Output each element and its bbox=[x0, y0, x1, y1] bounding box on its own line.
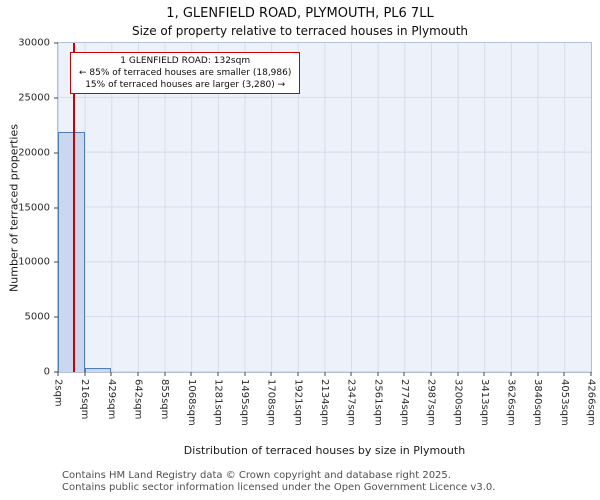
x-tick-mark bbox=[483, 372, 485, 376]
x-tick-mark bbox=[84, 372, 86, 376]
x-tick-label: 4266sqm bbox=[585, 379, 597, 426]
x-tick-mark bbox=[510, 372, 512, 376]
x-tick-mark bbox=[430, 372, 432, 376]
x-tick-label: 3840sqm bbox=[532, 379, 544, 426]
x-tick-label: 4053sqm bbox=[558, 379, 570, 426]
footer-line-1: Contains HM Land Registry data © Crown c… bbox=[62, 470, 451, 481]
x-tick-label: 1495sqm bbox=[239, 379, 251, 426]
x-tick-label: 2561sqm bbox=[372, 379, 384, 426]
x-tick-mark bbox=[110, 372, 112, 376]
x-tick-label: 3413sqm bbox=[478, 379, 490, 426]
x-tick-label: 1708sqm bbox=[265, 379, 277, 426]
y-tick-mark bbox=[54, 261, 58, 263]
y-tick-mark bbox=[54, 42, 58, 44]
x-tick-label: 429sqm bbox=[105, 379, 117, 420]
x-tick-label: 3200sqm bbox=[452, 379, 464, 426]
x-tick-mark bbox=[403, 372, 405, 376]
x-axis-title: Distribution of terraced houses by size … bbox=[183, 444, 466, 457]
x-tick-mark bbox=[350, 372, 352, 376]
y-tick-label: 0 bbox=[43, 366, 50, 378]
x-tick-mark bbox=[297, 372, 299, 376]
x-tick-label: 2134sqm bbox=[319, 379, 330, 426]
x-tick-mark bbox=[590, 372, 592, 376]
x-tick-mark bbox=[270, 372, 272, 376]
x-tick-label: 2347sqm bbox=[345, 379, 357, 426]
x-tick-label: 642sqm bbox=[132, 379, 144, 420]
x-tick-label: 2987sqm bbox=[425, 379, 437, 426]
x-tick-mark bbox=[244, 372, 246, 376]
plot-area: 1 GLENFIELD ROAD: 132sqm ← 85% of terrac… bbox=[18, 38, 596, 426]
x-tick-label: 1281sqm bbox=[212, 379, 224, 426]
x-tick-mark bbox=[537, 372, 539, 376]
y-tick-label: 30000 bbox=[18, 37, 50, 49]
annotation-property-size: 1 GLENFIELD ROAD: 132sqm bbox=[120, 56, 251, 66]
y-tick-mark bbox=[54, 371, 58, 373]
footer-attribution: Contains HM Land Registry data © Crown c… bbox=[62, 470, 495, 494]
x-tick-mark bbox=[457, 372, 459, 376]
y-tick-mark bbox=[54, 97, 58, 99]
x-tick-mark bbox=[217, 372, 219, 376]
y-tick-mark bbox=[54, 316, 58, 318]
chart-title: 1, GLENFIELD ROAD, PLYMOUTH, PL6 7LL bbox=[166, 6, 434, 21]
y-tick-label: 5000 bbox=[24, 311, 50, 323]
annotation-smaller-share: ← 85% of terraced houses are smaller (18… bbox=[79, 68, 292, 78]
x-tick-label: 1921sqm bbox=[292, 379, 304, 426]
y-tick-label: 25000 bbox=[18, 92, 50, 104]
x-tick-label: 1068sqm bbox=[185, 379, 197, 426]
x-tick-mark bbox=[164, 372, 166, 376]
property-size-marker-line bbox=[73, 43, 76, 372]
histogram-bar bbox=[58, 131, 85, 372]
x-tick-mark bbox=[57, 372, 59, 376]
y-tick-label: 10000 bbox=[18, 256, 50, 268]
y-tick-mark bbox=[54, 152, 58, 154]
x-tick-mark bbox=[137, 372, 139, 376]
x-tick-label: 216sqm bbox=[79, 379, 91, 420]
annotation-larger-share: 15% of terraced houses are larger (3,280… bbox=[85, 80, 286, 90]
x-tick-mark bbox=[324, 372, 325, 376]
histogram-bar bbox=[84, 368, 112, 372]
y-tick-mark bbox=[54, 207, 58, 208]
x-tick-mark bbox=[377, 372, 379, 376]
chart-subtitle: Size of property relative to terraced ho… bbox=[131, 24, 469, 38]
x-tick-label: 2sqm bbox=[52, 379, 64, 407]
y-tick-label: 15000 bbox=[18, 202, 50, 213]
x-tick-mark bbox=[563, 372, 565, 376]
x-tick-label: 3626sqm bbox=[505, 379, 517, 426]
x-tick-mark bbox=[190, 372, 192, 376]
annotation-box: 1 GLENFIELD ROAD: 132sqm ← 85% of terrac… bbox=[70, 52, 301, 94]
x-tick-label: 855sqm bbox=[159, 379, 171, 420]
footer-line-2: Contains public sector information licen… bbox=[62, 482, 496, 493]
y-tick-label: 20000 bbox=[18, 147, 50, 159]
x-tick-label: 2774sqm bbox=[398, 379, 410, 426]
